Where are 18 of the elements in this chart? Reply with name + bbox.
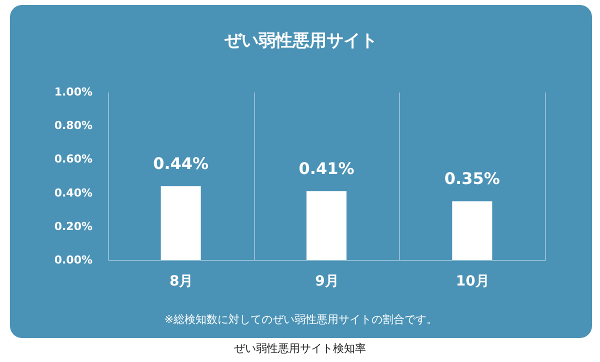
y-tick-label: 0.40%	[54, 186, 92, 200]
bar	[306, 191, 346, 260]
y-tick-label: 0.00%	[54, 254, 92, 266]
text: ぜい弱性悪用サイト検知率	[233, 341, 367, 356]
data-label: 0.35%	[444, 169, 500, 188]
bar	[452, 201, 492, 260]
data-label: 0.44%	[153, 154, 209, 174]
y-tick-label: 0.20%	[54, 220, 92, 233]
x-tick-label: 8月	[169, 274, 194, 290]
chart-title: ぜい弱性悪用サイト	[224, 30, 378, 52]
x-tick-label: 10月	[456, 274, 490, 290]
y-tick-label: 0.80%	[54, 119, 92, 132]
data-label: 0.41%	[298, 159, 354, 178]
y-tick-label: 0.60%	[54, 152, 92, 166]
x-tick-label: 9月	[315, 274, 339, 290]
bar	[160, 186, 201, 260]
text: ※総検知数に対してのぜい弱性悪用サイトの割合です。	[163, 312, 439, 327]
y-tick-label: 1.00%	[54, 86, 92, 98]
